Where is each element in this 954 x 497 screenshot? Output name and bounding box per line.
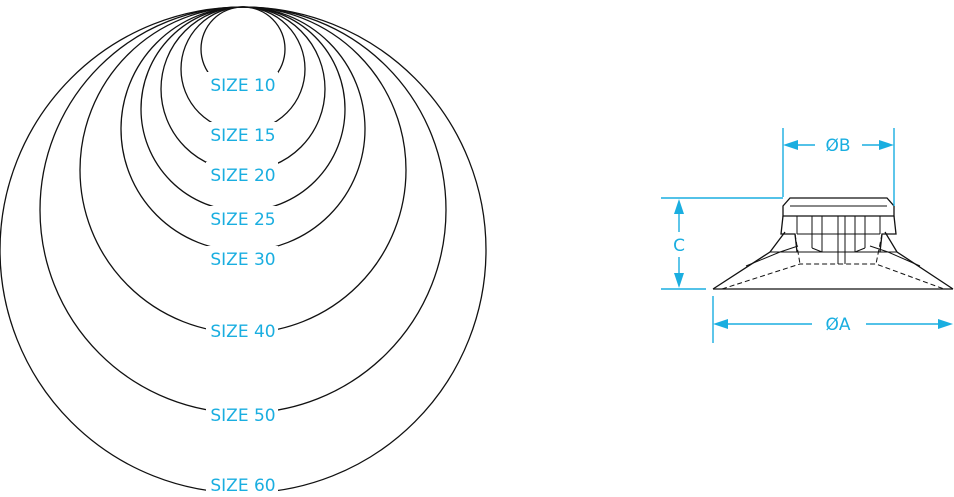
size-25-label: SIZE 25	[210, 210, 275, 230]
size-30-label: SIZE 30	[210, 250, 275, 270]
size-40-label: SIZE 40	[210, 322, 275, 342]
size-15-outline	[180, 6, 306, 132]
dimension-a-label: ØA	[825, 315, 850, 335]
hidden-cone	[721, 263, 945, 290]
dimension-a: ØA	[712, 296, 953, 343]
cap-top	[782, 197, 895, 217]
dimension-c: C	[661, 197, 783, 290]
size-60-label: SIZE 60	[210, 476, 275, 496]
stem-right	[844, 216, 866, 264]
size-50-label: SIZE 50	[210, 406, 275, 426]
suction-cup-side-view	[712, 197, 954, 290]
size-15-label: SIZE 15	[210, 126, 275, 146]
stem-left	[811, 216, 839, 264]
size-10-label: SIZE 10	[210, 76, 275, 96]
dimension-b-label: ØB	[825, 136, 850, 156]
size-20-label: SIZE 20	[210, 166, 275, 186]
dimension-c-label: C	[673, 236, 685, 256]
dimension-b: ØB	[782, 128, 895, 206]
size-labels: SIZE 60 SIZE 50 SIZE 40 SIZE 30 SIZE 25 …	[206, 72, 278, 496]
